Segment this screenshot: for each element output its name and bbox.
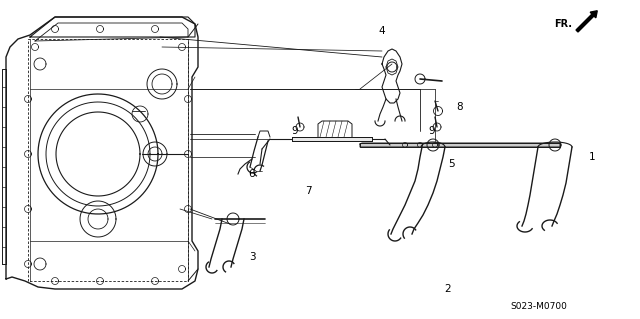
Text: 8: 8 [457, 102, 463, 112]
Text: 4: 4 [379, 26, 385, 36]
Text: 6: 6 [249, 169, 255, 179]
Text: 1: 1 [589, 152, 595, 162]
Text: S023-M0700: S023-M0700 [510, 302, 567, 311]
Text: 3: 3 [249, 252, 255, 262]
Text: 5: 5 [449, 159, 455, 169]
Text: FR.: FR. [554, 19, 572, 29]
Polygon shape [292, 137, 372, 141]
Polygon shape [360, 143, 560, 147]
Text: 2: 2 [445, 284, 451, 294]
FancyArrow shape [576, 11, 597, 32]
Text: 9: 9 [429, 126, 435, 136]
Text: 9: 9 [292, 126, 298, 136]
Text: 7: 7 [305, 186, 311, 196]
